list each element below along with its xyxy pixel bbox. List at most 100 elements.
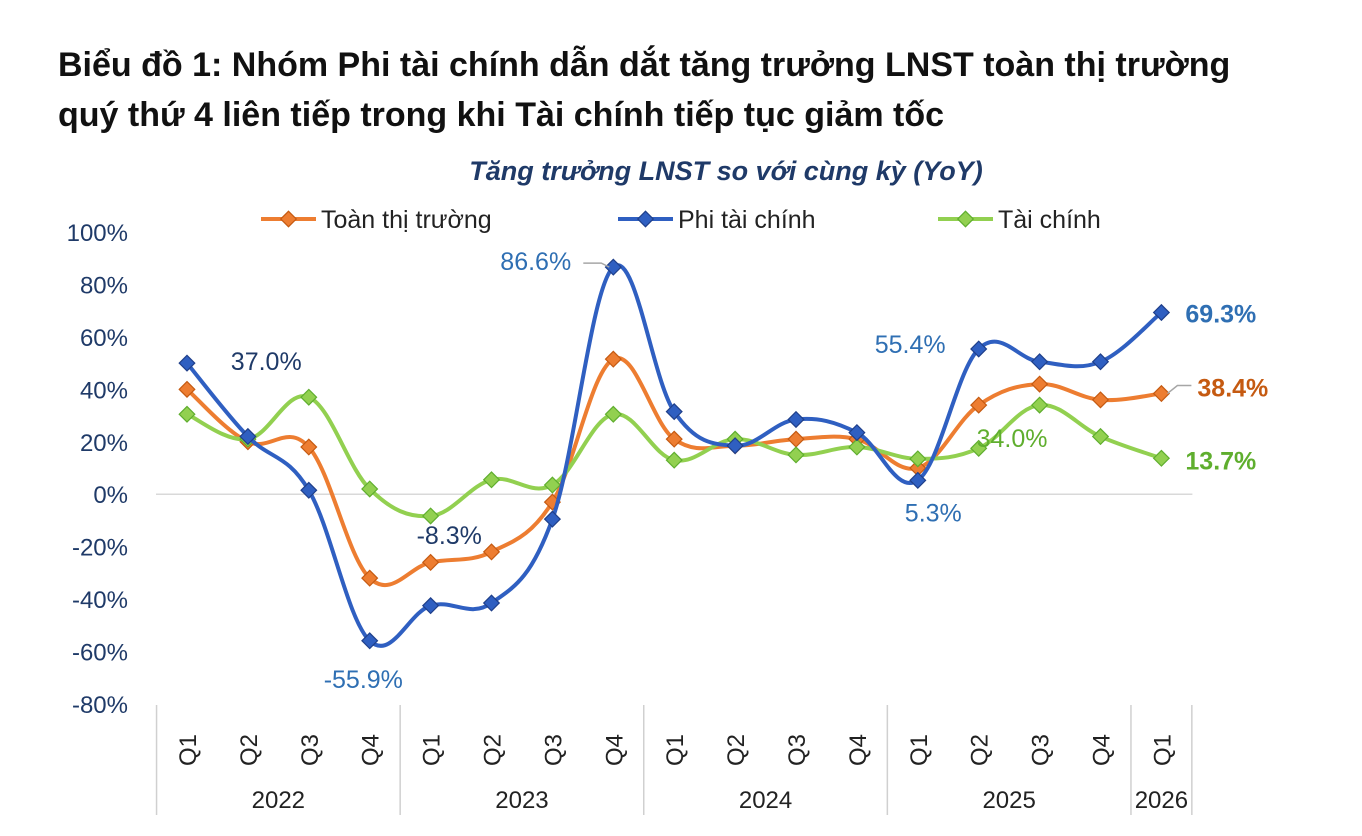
data-point-marker: [421, 553, 440, 572]
data-point-marker: [482, 594, 501, 612]
data-label: 13.7%: [1185, 447, 1256, 475]
chart-subtitle: Tăng trưởng LNST so với cùng kỳ (YoY): [469, 156, 983, 186]
y-tick-label: -40%: [72, 587, 128, 614]
heading-line-2: quý thứ 4 liên tiếp trong khi Tài chính …: [58, 96, 945, 134]
x-tick-label: Q3: [784, 734, 811, 766]
y-tick-label: 40%: [80, 377, 128, 404]
x-tick-label: Q4: [601, 734, 628, 766]
data-point-marker: [665, 402, 683, 421]
data-point-marker: [421, 507, 440, 525]
data-point-marker: [1152, 449, 1171, 467]
legend-marker: [956, 210, 975, 228]
data-point-marker: [787, 430, 805, 448]
data-point-marker: [970, 340, 988, 358]
data-point-marker: [665, 451, 683, 469]
data-point-marker: [1091, 427, 1110, 446]
data-point-marker: [482, 471, 501, 489]
data-point-marker: [604, 405, 622, 423]
x-tick-label: Q4: [358, 734, 385, 766]
data-point-marker: [178, 405, 196, 423]
data-point-marker: [543, 510, 562, 528]
y-tick-label: -80%: [72, 692, 128, 719]
x-year-label: 2024: [739, 787, 792, 814]
legend-label: Tài chính: [998, 206, 1101, 234]
data-point-marker: [178, 354, 196, 372]
data-point-marker: [300, 438, 318, 456]
x-tick-label: Q4: [1089, 734, 1116, 766]
x-year-label: 2022: [252, 787, 305, 814]
data-labels: 37.0% -8.3% -55.9% 86.6% 55.4% 5.3% 34.0% 69.3%…: [231, 248, 1268, 694]
data-point-marker: [543, 476, 562, 494]
x-tick-label: Q2: [236, 734, 263, 766]
data-point-marker: [1152, 303, 1171, 322]
x-tick-label: Q1: [662, 734, 689, 766]
y-tick-label: 80%: [80, 272, 128, 299]
data-point-marker: [909, 471, 927, 489]
x-year-label: 2023: [495, 787, 548, 814]
series-phi-tài-chính: [178, 258, 1171, 650]
data-point-marker: [604, 350, 622, 368]
heading-line-1: Biểu đồ 1: Nhóm Phi tài chính dẫn dắt tă…: [58, 46, 1231, 84]
data-point-marker: [482, 543, 501, 561]
x-tick-label: Q2: [480, 734, 507, 766]
y-tick-label: -20%: [72, 535, 128, 562]
data-point-marker: [1030, 353, 1049, 371]
data-point-marker: [178, 380, 196, 398]
y-tick-label: 20%: [80, 430, 128, 457]
chart-legend: Toàn thị trường Phi tài chính Tài chính: [261, 206, 1101, 234]
y-tick-label: 100%: [67, 220, 128, 247]
y-tick-label: 0%: [93, 482, 128, 509]
x-tick-label: Q3: [1028, 734, 1055, 766]
data-point-marker: [1030, 375, 1049, 393]
data-point-marker: [1091, 353, 1110, 371]
x-tick-label: Q4: [845, 734, 872, 766]
data-point-marker: [361, 569, 379, 587]
data-point-marker: [300, 481, 318, 499]
y-axis: 100% 80% 60% 40% 20% 0% -20% -40% -60% -80%: [67, 220, 1193, 719]
data-point-marker: [361, 480, 379, 498]
data-point-marker: [848, 438, 866, 456]
data-label: 37.0%: [231, 348, 302, 376]
data-label: 34.0%: [977, 425, 1048, 453]
label-leader-line: [1166, 384, 1192, 395]
data-point-marker: [787, 410, 805, 429]
x-tick-label: Q2: [967, 734, 994, 766]
x-axis: Q1 Q2 Q3 Q4 Q1 Q2 Q3 Q4 Q1 Q2 Q3 Q4 Q1 Q2 Q3 Q4 Q1 2022 20…: [155, 705, 1193, 815]
x-tick-label: Q1: [1149, 734, 1176, 766]
data-point-marker: [848, 423, 866, 442]
y-tick-label: -60%: [72, 640, 128, 667]
legend-label: Phi tài chính: [678, 206, 816, 234]
data-point-marker: [909, 459, 927, 477]
series-line: [186, 394, 1163, 519]
data-point-marker: [1030, 396, 1049, 414]
x-tick-label: Q1: [906, 734, 933, 766]
x-tick-label: Q1: [419, 734, 446, 766]
data-point-marker: [1152, 384, 1171, 403]
data-point-marker: [970, 396, 988, 414]
y-tick-label: 60%: [80, 325, 128, 352]
x-year-label: 2025: [982, 787, 1035, 814]
x-tick-label: Q1: [175, 734, 202, 766]
data-point-marker: [421, 597, 440, 615]
legend-label: Toàn thị trường: [321, 206, 492, 234]
data-label: 5.3%: [905, 499, 962, 527]
data-label: 38.4%: [1197, 375, 1268, 403]
chart-heading: Biểu đồ 1: Nhóm Phi tài chính dẫn dắt tă…: [58, 40, 1338, 140]
x-tick-label: Q3: [540, 734, 567, 766]
data-point-marker: [1091, 391, 1110, 409]
data-point-marker: [604, 258, 622, 276]
data-label: -55.9%: [324, 666, 403, 694]
data-point-marker: [300, 388, 318, 406]
data-point-marker: [787, 446, 805, 464]
data-point-marker: [970, 439, 988, 457]
legend-marker: [636, 210, 655, 228]
data-label: 69.3%: [1185, 301, 1256, 329]
data-label: 55.4%: [875, 331, 946, 359]
data-label: 86.6%: [500, 248, 571, 276]
label-leader-line: [583, 262, 610, 268]
data-point-marker: [361, 632, 379, 650]
data-point-marker: [726, 437, 744, 455]
data-point-marker: [665, 430, 683, 448]
data-point-marker: [239, 427, 257, 446]
